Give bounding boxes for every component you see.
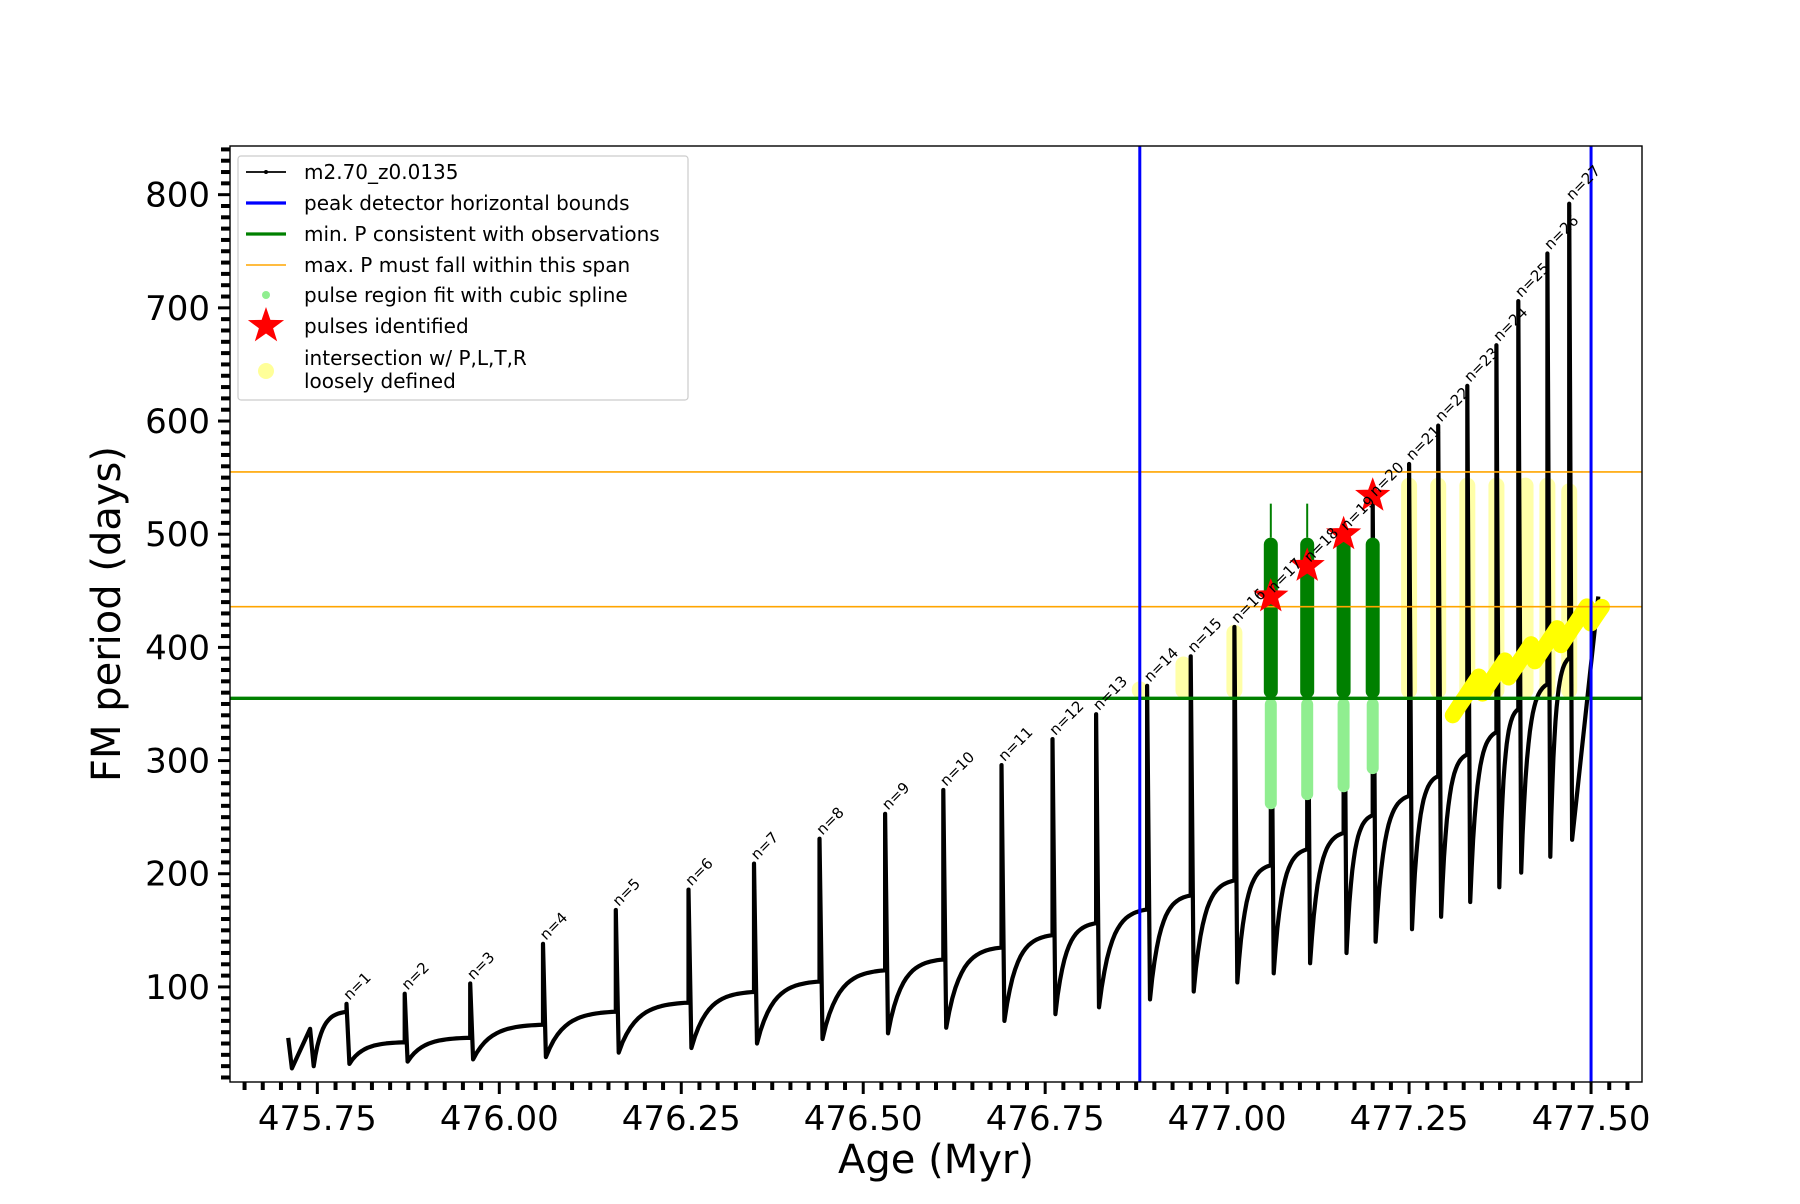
pulse-label-n26: n=26 xyxy=(1541,211,1583,253)
pulse-identified-star-2 xyxy=(1326,515,1362,550)
y-tick-label-7: 800 xyxy=(145,176,210,216)
y-tick-label-5: 600 xyxy=(145,402,210,442)
x-tick-label-3: 476.50 xyxy=(804,1099,923,1139)
spline-fit-light-0 xyxy=(1264,698,1277,810)
pulse-label-n13: n=13 xyxy=(1089,672,1131,714)
spline-fit-dense-1 xyxy=(1300,537,1315,699)
x-tick-label-5: 477.00 xyxy=(1168,1099,1287,1139)
y-tick-label-1: 200 xyxy=(145,855,210,895)
x-tick-label-0: 475.75 xyxy=(258,1099,377,1139)
x-tick-label-1: 476.00 xyxy=(440,1099,559,1139)
x-tick-label-4: 476.75 xyxy=(986,1099,1105,1139)
spline-fit-light-3 xyxy=(1366,698,1379,775)
y-axis-label: FM period (days) xyxy=(84,446,130,782)
x-tick-label-7: 477.50 xyxy=(1532,1099,1651,1139)
legend-label-0: m2.70_z0.0135 xyxy=(304,160,459,184)
pulse-label-n1: n=1 xyxy=(340,969,375,1004)
spline-fit-dense-0 xyxy=(1263,537,1278,699)
legend-label-2: min. P consistent with observations xyxy=(304,222,660,246)
legend-label-3: max. P must fall within this span xyxy=(304,253,630,277)
legend-label-6: intersection w/ P,L,T,R xyxy=(304,346,527,370)
spline-fit-light-1 xyxy=(1301,698,1314,801)
pulse-label-n15: n=15 xyxy=(1184,614,1226,656)
y-tick-label-6: 700 xyxy=(145,289,210,329)
pulse-label-n6: n=6 xyxy=(682,854,717,889)
pulse-label-n12: n=12 xyxy=(1046,697,1088,739)
spline-fit-dense-2 xyxy=(1336,537,1351,699)
legend-label-1: peak detector horizontal bounds xyxy=(304,191,630,215)
pulse-label-n5: n=5 xyxy=(609,875,644,910)
pulse-label-n3: n=3 xyxy=(463,948,498,983)
pulse-label-n4: n=4 xyxy=(536,909,571,944)
spline-fit-dense-3 xyxy=(1365,537,1380,699)
pulse-label-n27: n=27 xyxy=(1562,162,1604,204)
loose-intersection-1 xyxy=(1175,656,1192,699)
pulse-label-n24: n=24 xyxy=(1490,303,1532,345)
legend-label-4: pulse region fit with cubic spline xyxy=(304,283,628,307)
pulse-identified-star-0 xyxy=(1253,578,1289,612)
legend-box xyxy=(237,155,689,401)
legend-handle-track-marker xyxy=(264,170,268,174)
pulse-label-n2: n=2 xyxy=(398,958,433,993)
legend-handle-red-star xyxy=(247,307,285,342)
y-tick-label-4: 500 xyxy=(145,515,210,555)
pulse-identified-star-1 xyxy=(1289,547,1325,581)
intersection-band xyxy=(1444,598,1610,724)
data-layer xyxy=(230,146,1642,1082)
legend-handle-yellow-dot xyxy=(258,363,274,379)
pulse-label-n7: n=7 xyxy=(747,828,782,863)
y-tick-label-3: 400 xyxy=(145,628,210,668)
legend-handle-green-dot xyxy=(262,291,270,299)
spline-fit-light-2 xyxy=(1337,698,1350,793)
pulse-label-n11: n=11 xyxy=(995,723,1037,765)
pulse-label-n8: n=8 xyxy=(813,803,848,838)
x-tick-label-2: 476.25 xyxy=(622,1099,741,1139)
pulse-label-n9: n=9 xyxy=(878,779,913,814)
axes: 475.75 476.00 476.25 476.50 476.75 477.00 477.… xyxy=(145,147,1651,1139)
y-tick-label-2: 300 xyxy=(145,742,210,782)
y-tick-label-0: 100 xyxy=(145,968,210,1008)
x-tick-label-6: 477.25 xyxy=(1350,1099,1469,1139)
legend-label-5: pulses identified xyxy=(304,314,469,338)
pulse-identified-star-3 xyxy=(1355,477,1391,511)
x-axis-label: Age (Myr) xyxy=(838,1137,1034,1183)
legend-label-6-line2: loosely defined xyxy=(304,369,456,393)
pulse-label-n10: n=10 xyxy=(936,748,978,790)
evolutionary-track xyxy=(286,201,1601,1071)
